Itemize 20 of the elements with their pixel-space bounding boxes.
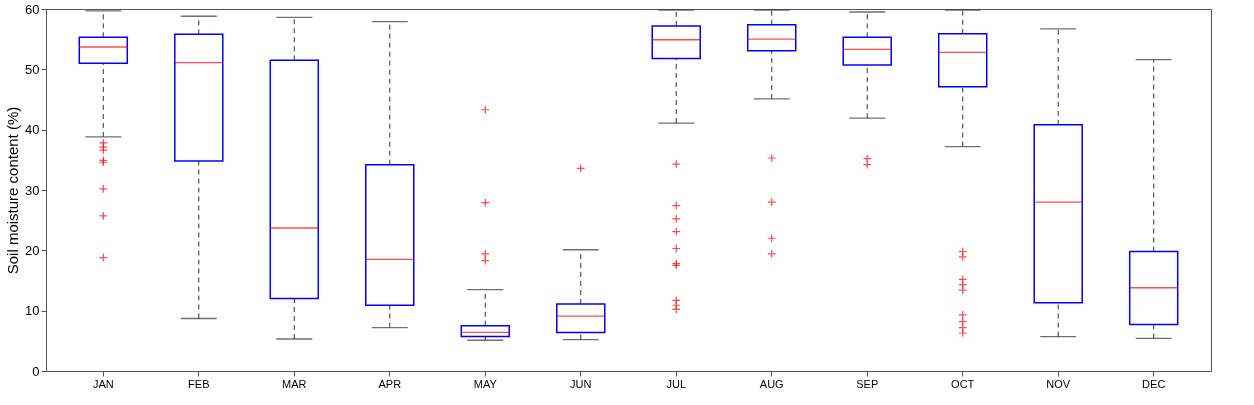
y-tick-label: 40 [25,122,40,138]
y-tick-label: 60 [25,1,40,17]
x-tick-label: JUN [570,377,592,390]
y-tick-label: 50 [25,61,40,77]
y-tick-label: 0 [32,363,40,379]
x-tick-label: DEC [1142,377,1166,390]
x-tick-label: JAN [92,377,114,390]
x-tick-label: MAY [473,377,498,390]
x-tick-label: APR [378,377,402,390]
y-tick-label: 20 [25,242,40,258]
y-axis-title: Soil moisture content (%) [4,106,22,275]
x-tick-label: FEB [188,377,210,390]
x-tick-label: SEP [856,377,879,390]
x-tick-label: AUG [759,377,784,390]
y-tick-label: 30 [25,182,40,198]
x-tick-label: NOV [1046,377,1071,390]
y-tick-label: 10 [25,303,40,319]
x-tick-label: OCT [951,377,975,390]
x-tick-label: JUL [666,377,687,390]
x-tick-label: MAR [282,377,307,390]
